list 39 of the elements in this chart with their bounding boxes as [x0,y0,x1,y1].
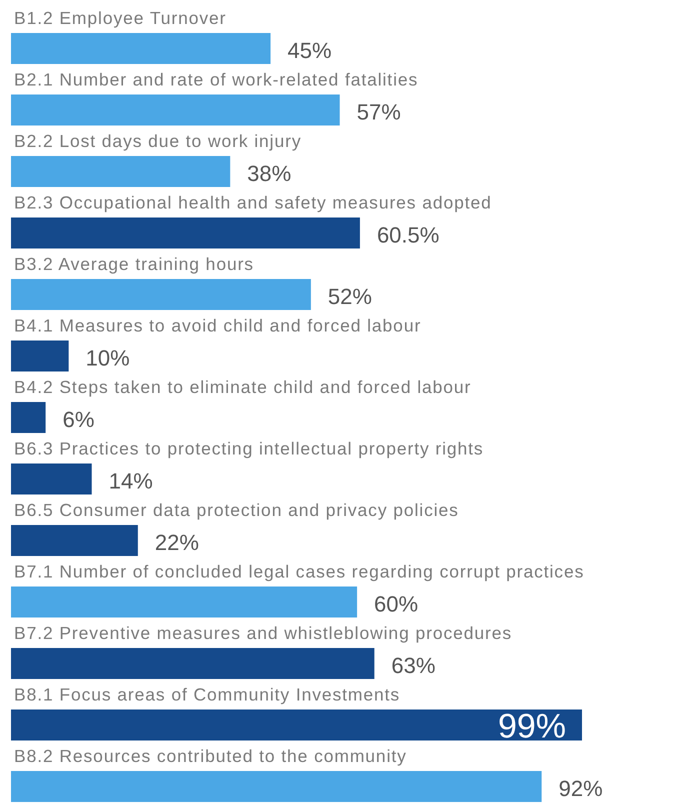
bar [11,340,69,372]
y-tick-label: B7.2 Preventive measures and whistleblowing procedures [14,623,512,643]
data-label: 22% [154,530,199,555]
data-label: 63% [391,653,436,678]
bar [11,33,271,64]
data-label: 99% [498,708,566,746]
data-label: 14% [108,468,153,494]
bar [11,279,311,310]
y-tick-label: B3.2 Average training hours [14,254,254,274]
data-label: 45% [288,38,332,63]
bar [11,586,358,618]
bar [11,464,92,494]
y-tick-label: B1.2 Employee Turnover [14,8,226,28]
bar [11,710,582,740]
y-tick-label: B4.1 Measures to avoid child and forced labour [14,316,422,336]
data-label: 38% [247,161,292,186]
y-tick-label: B2.3 Occupational health and safety measures adopted [14,192,492,212]
y-tick-label: B6.3 Practices to protecting intellectual property rights [14,438,484,458]
y-tick-label: B2.2 Lost days due to work injury [14,131,302,151]
bar [11,402,46,433]
data-label: 6% [62,407,94,432]
y-tick-label: B4.2 Steps taken to eliminate child and forced labour [14,377,472,397]
bar [11,648,374,679]
bar [11,525,138,556]
bar [11,771,542,802]
y-tick-label: B8.1 Focus areas of Community Investments [14,684,400,704]
bar [11,156,230,187]
y-tick-label: B8.2 Resources contributed to the community [14,746,407,766]
y-tick-label: B2.1 Number and rate of work-related fatalities [14,70,418,90]
data-label: 57% [356,100,401,124]
y-tick-label: B7.1 Number of concluded legal cases regarding corrupt practices [14,562,584,582]
y-tick-label: B6.5 Consumer data protection and privacy policies [14,500,459,520]
bar [11,94,340,126]
data-label: 52% [328,284,372,309]
bar [11,218,360,248]
data-label: 92% [558,776,603,801]
data-label: 60% [374,592,418,616]
data-label: 60.5% [376,222,440,248]
data-label: 10% [86,346,130,370]
